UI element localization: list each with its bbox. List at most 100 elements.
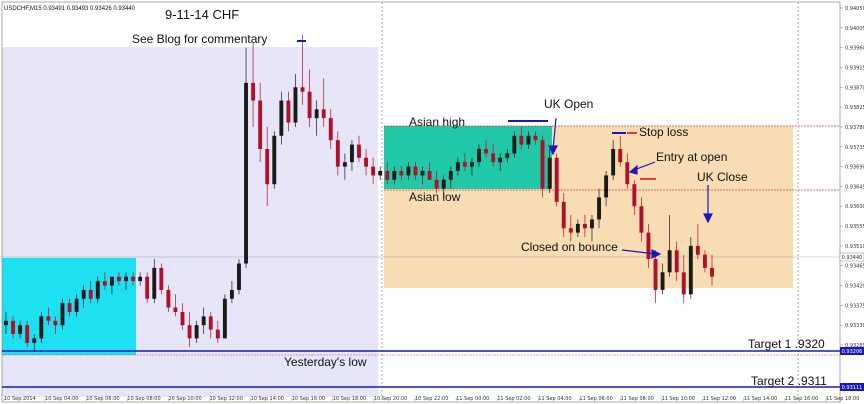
current-price-label: 0.93440 [842,255,863,261]
x-tick-label: 11 Sep 14:00 [744,396,777,402]
candle-body [349,144,354,163]
x-tick-label: 10 Sep 10:00 [168,396,201,402]
candle-body [681,272,686,295]
candle-body [399,170,404,176]
x-tick-label: 10 Sep 06:00 [86,396,119,402]
y-tick-label: 0.94050 [845,6,864,12]
candle-body [237,263,241,290]
candle-body [667,250,672,273]
uk-open-arrow [552,117,557,151]
candle-body [300,87,305,92]
candle-body [695,245,700,255]
annotation-uk-open: UK Open [544,97,593,111]
target-1-price-box [840,347,864,355]
y-tick-label: 0.93645 [845,184,864,190]
y-tick-label: 0.93285 [845,343,864,349]
candle-body [674,250,679,273]
y-tick-label: 0.93420 [845,284,864,290]
plot-frame [1,1,841,403]
candle-body [152,267,157,299]
candle-body [194,325,199,339]
candlestick-series [4,34,714,352]
annotation-target-2: Target 2 .9311 [751,374,827,388]
candle-body [477,148,481,163]
candle-body [526,135,531,145]
candle-body [187,325,192,339]
candle-body [201,316,206,326]
candle-body [561,201,566,229]
candle-body [208,316,213,330]
candle-body [392,170,397,180]
candle-body [222,298,227,339]
candle-body [81,289,86,299]
candle-body [660,272,665,290]
x-tick-label: 10 Sep 04:00 [45,396,78,402]
candle-body [293,87,298,123]
x-tick-label: 10 Sep 2014 [4,396,36,402]
candle-body [180,311,185,326]
x-tick-label: 11 Sep 06:00 [579,396,612,402]
annotation-entry-at-open: Entry at open [656,150,727,164]
candle-body [4,320,8,326]
y-tick-label: 0.93510 [845,244,864,250]
annotation-uk-close: UK Close [697,170,748,184]
candle-body [710,267,714,277]
candle-body [547,157,552,189]
uk-open-arrowhead [548,145,558,156]
candle-body [427,170,432,180]
candle-body [138,276,143,282]
candle-body [53,320,58,326]
candle-body [639,206,644,233]
candle-body [575,223,580,233]
y-tick-label: 0.93780 [845,125,864,131]
annotation-yesterdays-low: Yesterday's low [284,355,367,369]
y-tick-label: 0.93735 [845,145,864,151]
candle-body [159,267,164,290]
candle-body [590,219,594,229]
x-tick-label: 10 Sep 18:00 [333,396,366,402]
candle-body [335,140,340,167]
candle-body [470,162,474,167]
candle-body [131,276,136,282]
y-tick-label: 0.93600 [845,204,864,210]
candle-body [11,320,16,334]
candle-body [420,170,425,176]
candle-body [314,109,319,119]
target-1-price-label: 0.93206 [842,349,863,355]
candle-body [413,166,418,176]
candle-body [582,223,587,229]
candle-body [484,148,489,154]
candle-body [554,157,559,202]
candle-body [244,82,248,264]
candle-body [702,254,707,268]
x-tick-label: 10 Sep 14:00 [251,396,284,402]
target-2-price-label: 0.93111 [842,385,863,391]
candle-body [568,228,573,233]
candle-body [286,100,291,123]
candle-body [60,303,65,326]
candle-body [166,289,171,308]
candle-body [95,281,100,299]
candle-body [258,100,263,149]
candle-body [117,276,121,282]
annotation-see-blog: See Blog for commentary [132,32,267,46]
asian-range-box [384,126,552,189]
candle-body [646,232,651,260]
candle-body [618,148,623,163]
candle-body [632,184,637,207]
x-tick-label: 11 Sep 08:00 [621,396,654,402]
candle-body [342,162,347,167]
y-tick-label: 0.93555 [845,224,864,230]
candle-body [604,175,609,198]
x-tick-label: 10 Sep 20:00 [374,396,407,402]
x-tick-label: 10 Sep 12:00 [210,396,243,402]
candle-body [597,197,601,220]
candle-body [229,289,234,299]
y-tick-label: 0.93375 [845,303,864,309]
candle-body [32,338,37,343]
candle-body [505,153,510,158]
annotation-target-1: Target 1 .9320 [748,337,825,351]
y-tick-label: 0.93330 [845,323,864,329]
candle-body [74,298,79,312]
candle-body [625,162,630,185]
